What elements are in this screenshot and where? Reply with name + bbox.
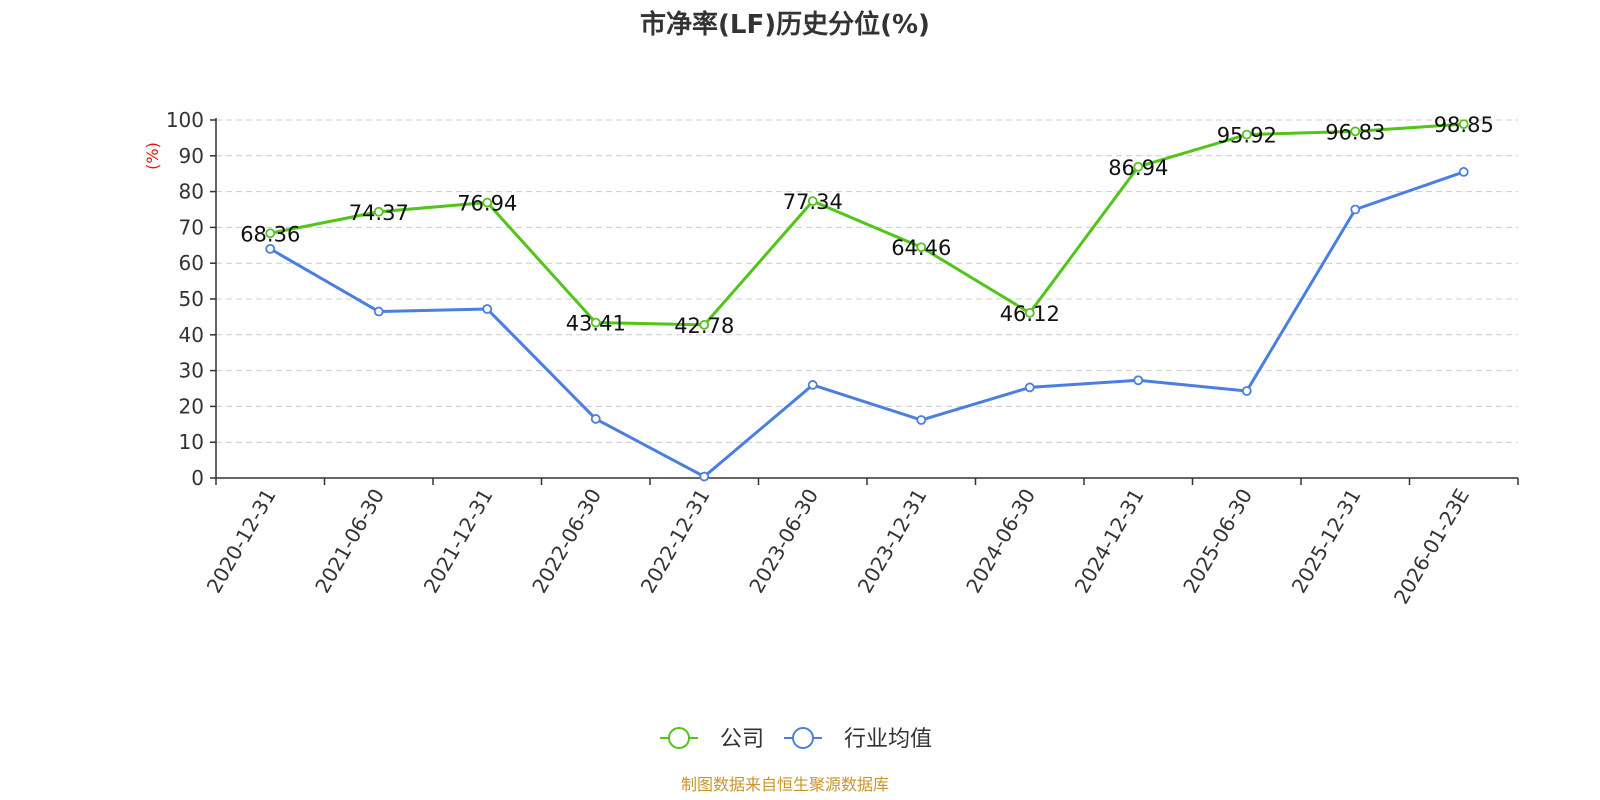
data-point xyxy=(1458,167,1469,177)
data-point xyxy=(1133,375,1144,386)
data-point xyxy=(1133,161,1144,172)
data-point xyxy=(916,415,927,425)
x-tick-label: 2025-12-31 xyxy=(1287,485,1366,598)
y-tick-label: 100 xyxy=(166,108,204,132)
data-point xyxy=(916,242,927,253)
data-point xyxy=(807,196,818,207)
grid xyxy=(216,119,1518,443)
x-tick-label: 2023-06-30 xyxy=(744,485,823,598)
series-group: 68.36 74.37 76.94 43.41 42.78 77.34 64.46 46.12… xyxy=(240,113,1494,482)
legend-item-0[interactable]: 公司 xyxy=(660,727,764,752)
data-point xyxy=(1241,386,1252,396)
series-line-1 xyxy=(269,170,1465,479)
x-tick-label: 2024-12-31 xyxy=(1070,485,1149,598)
y-tick-label: 70 xyxy=(179,215,204,239)
x-tick-label: 2020-12-31 xyxy=(202,485,281,598)
data-label: 77.34 xyxy=(783,190,843,214)
x-tick-label: 2024-06-30 xyxy=(961,485,1040,598)
data-point xyxy=(590,317,601,328)
data-point xyxy=(590,414,601,424)
x-tick-label: 2023-12-31 xyxy=(853,485,932,598)
data-label: 86.94 xyxy=(1108,156,1168,180)
y-tick-label: 50 xyxy=(179,287,204,311)
y-tick-label: 90 xyxy=(179,144,204,168)
y-tick-label: 0 xyxy=(191,466,204,490)
data-label: 95.92 xyxy=(1217,124,1277,148)
legend-marker xyxy=(668,727,690,749)
legend-label: 公司 xyxy=(720,727,764,752)
data-label: 76.94 xyxy=(457,192,517,216)
data-label: 64.46 xyxy=(891,236,951,260)
data-point xyxy=(482,197,493,208)
y-tick-label: 30 xyxy=(179,359,204,383)
y-tick-label: 10 xyxy=(179,430,204,454)
data-point xyxy=(265,228,276,239)
data-point xyxy=(1350,204,1361,215)
y-axis-unit-label: (%) xyxy=(143,142,162,170)
data-label: 42.78 xyxy=(674,314,734,338)
data-point xyxy=(1024,382,1035,393)
y-tick-label: 80 xyxy=(179,180,204,204)
data-point xyxy=(807,380,818,390)
data-point xyxy=(699,471,710,482)
legend-item-1[interactable]: 行业均值 xyxy=(784,727,932,752)
data-label: 74.37 xyxy=(349,201,409,225)
data-label: 68.36 xyxy=(240,222,300,246)
x-tick-label: 2025-06-30 xyxy=(1178,485,1257,598)
source-note: 制图数据来自恒生聚源数据库 xyxy=(681,775,889,794)
y-tick-label: 60 xyxy=(179,251,204,275)
y-tick-label: 20 xyxy=(179,394,204,418)
data-point xyxy=(265,243,276,254)
legend-label: 行业均值 xyxy=(844,727,932,752)
data-point xyxy=(373,306,384,317)
data-point xyxy=(1024,307,1035,318)
y-tick-label: 40 xyxy=(179,323,204,347)
data-label: 96.83 xyxy=(1325,120,1385,144)
axes: 0 10 20 30 40 50 60 70 80 90 100 2020-12-31 2021-06-… xyxy=(166,108,1519,609)
data-label: 43.41 xyxy=(566,312,626,336)
x-tick-label: 2021-12-31 xyxy=(419,485,498,598)
data-point xyxy=(482,304,493,314)
data-point xyxy=(1241,129,1252,140)
x-tick-label: 2026-01-23E xyxy=(1389,485,1474,609)
legend-marker xyxy=(792,727,814,749)
data-label: 98.85 xyxy=(1434,113,1494,137)
chart-title: 市净率(LF)历史分位(%) xyxy=(640,9,930,40)
series-line-0 xyxy=(269,122,1464,327)
data-label: 46.12 xyxy=(1000,302,1060,326)
data-point xyxy=(373,206,384,217)
x-tick-label: 2022-06-30 xyxy=(527,485,606,598)
x-tick-label: 2022-12-31 xyxy=(636,485,715,598)
legend[interactable]: 公司 行业均值 xyxy=(660,727,932,752)
data-point xyxy=(1350,126,1361,137)
x-tick-label: 2021-06-30 xyxy=(310,485,389,598)
data-point xyxy=(1458,119,1469,130)
data-point xyxy=(699,319,710,330)
